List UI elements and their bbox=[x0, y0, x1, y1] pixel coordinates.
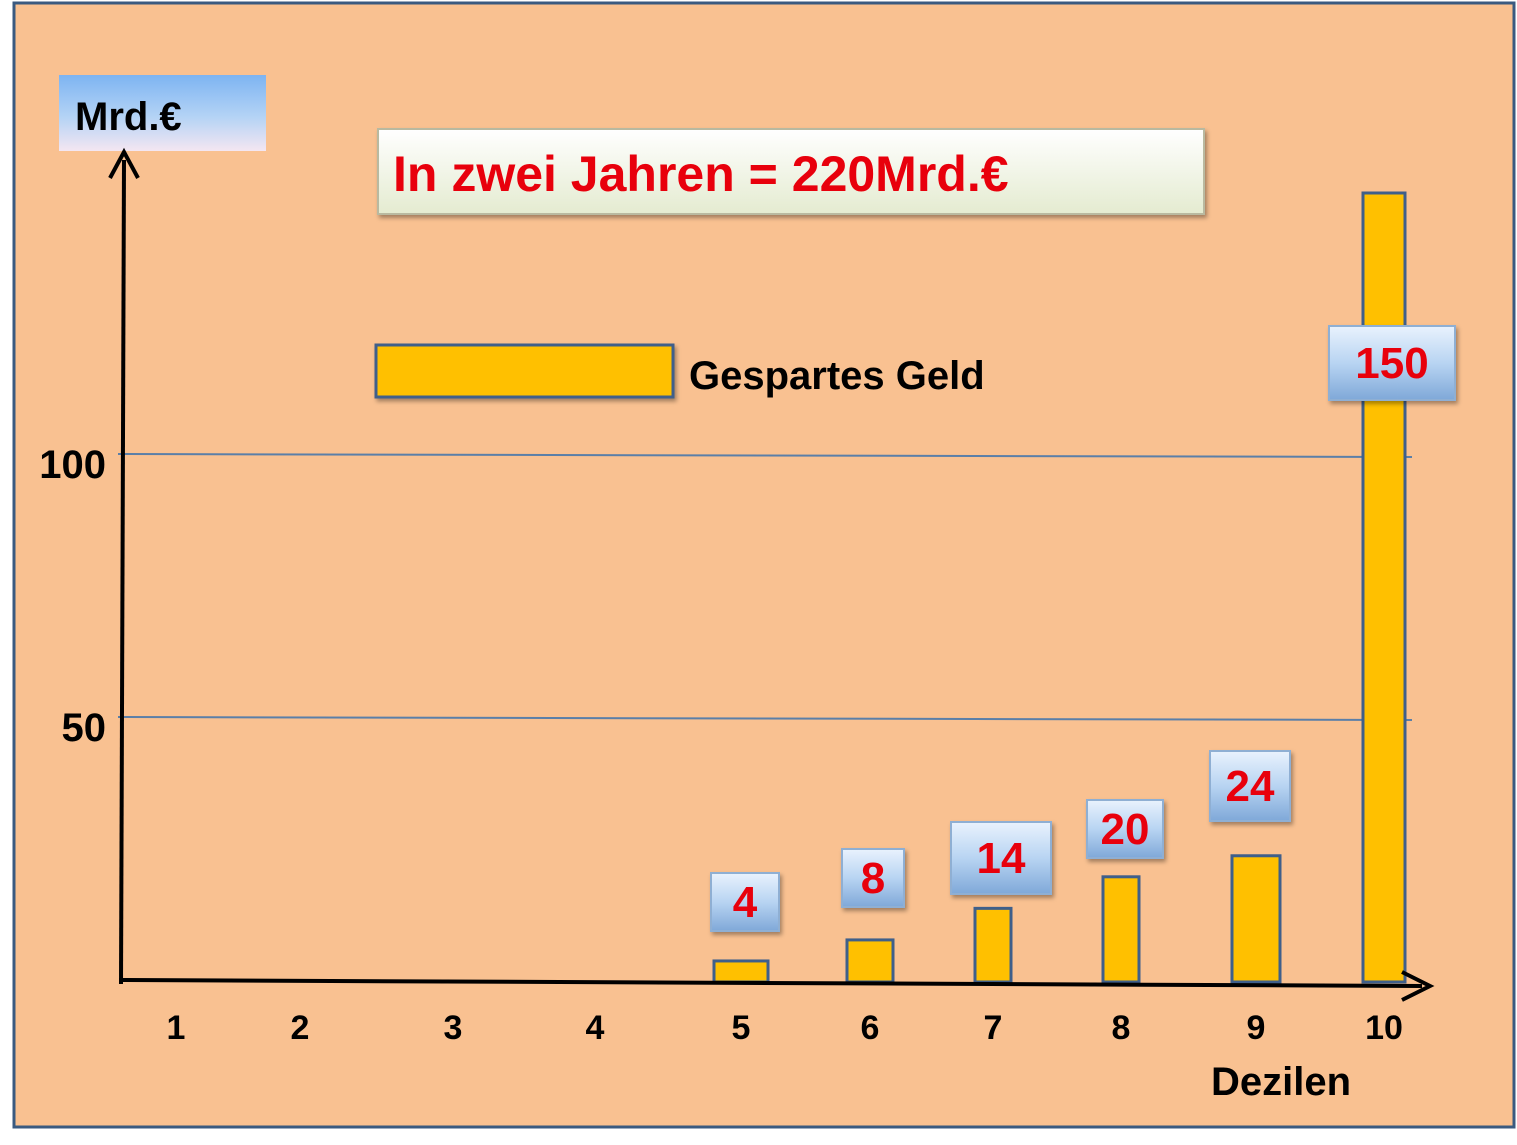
x-tick-label: 3 bbox=[444, 1009, 463, 1047]
tick-labels: 50 100 1 2 3 4 5 6 7 8 9 10 bbox=[39, 443, 1403, 1047]
x-axis-arrow bbox=[1401, 970, 1435, 1002]
data-label-value: 20 bbox=[1101, 805, 1150, 854]
legend-swatch bbox=[374, 343, 675, 399]
data-label-value: 150 bbox=[1355, 339, 1428, 388]
x-tick-label: 6 bbox=[861, 1009, 880, 1047]
data-label-box bbox=[710, 872, 780, 932]
gridline-100 bbox=[117, 453, 1413, 458]
bar-6 bbox=[845, 938, 895, 984]
data-label-7: 14 bbox=[950, 821, 1052, 895]
bar-9 bbox=[1230, 854, 1282, 984]
data-label-value: 14 bbox=[977, 834, 1026, 883]
chart-title: In zwei Jahren = 220Mrd.€ bbox=[393, 146, 1009, 202]
y-tick-label: 50 bbox=[62, 706, 107, 750]
gridline-50 bbox=[117, 716, 1413, 721]
x-tick-label: 9 bbox=[1247, 1009, 1266, 1047]
data-label-6: 8 bbox=[841, 848, 905, 908]
legend-label: Gespartes Geld bbox=[689, 354, 985, 398]
data-label-box bbox=[950, 821, 1052, 895]
x-tick-label: 7 bbox=[984, 1009, 1003, 1047]
x-tick-label: 4 bbox=[586, 1009, 605, 1047]
data-label-box bbox=[1086, 799, 1164, 859]
x-tick-label: 10 bbox=[1365, 1009, 1403, 1047]
x-tick-label: 5 bbox=[732, 1009, 751, 1047]
bar-10 bbox=[1361, 191, 1407, 984]
y-axis-arrow bbox=[108, 147, 140, 179]
gridlines bbox=[117, 453, 1413, 721]
y-axis-label: Mrd.€ bbox=[75, 95, 182, 139]
x-tick-label: 1 bbox=[167, 1009, 186, 1047]
data-label-8: 20 bbox=[1086, 799, 1164, 859]
chart-title-box: In zwei Jahren = 220Mrd.€ bbox=[377, 128, 1205, 215]
x-tick-label: 2 bbox=[291, 1009, 310, 1047]
data-label-value: 24 bbox=[1226, 762, 1275, 811]
x-axis-label: Dezilen bbox=[1211, 1060, 1351, 1104]
data-label-value: 8 bbox=[861, 854, 885, 903]
bar-7 bbox=[973, 906, 1013, 984]
legend: Gespartes Geld bbox=[374, 343, 985, 399]
data-label-box bbox=[1328, 325, 1456, 401]
data-label-5: 4 bbox=[710, 872, 780, 932]
y-axis bbox=[119, 159, 126, 985]
bar-5 bbox=[712, 959, 770, 984]
y-tick-label: 100 bbox=[39, 443, 106, 487]
y-axis-label-box: Mrd.€ bbox=[59, 75, 266, 151]
axes bbox=[108, 147, 1435, 1002]
x-tick-label: 8 bbox=[1112, 1009, 1131, 1047]
x-axis bbox=[118, 978, 1423, 988]
bar-8 bbox=[1101, 875, 1141, 984]
data-label-10: 150 bbox=[1328, 325, 1456, 401]
data-labels: 4 8 14 20 24 150 bbox=[710, 325, 1456, 932]
data-label-box bbox=[841, 848, 905, 908]
data-label-9: 24 bbox=[1209, 750, 1291, 822]
data-label-value: 4 bbox=[733, 878, 758, 927]
data-label-box bbox=[1209, 750, 1291, 822]
bars bbox=[712, 191, 1407, 984]
